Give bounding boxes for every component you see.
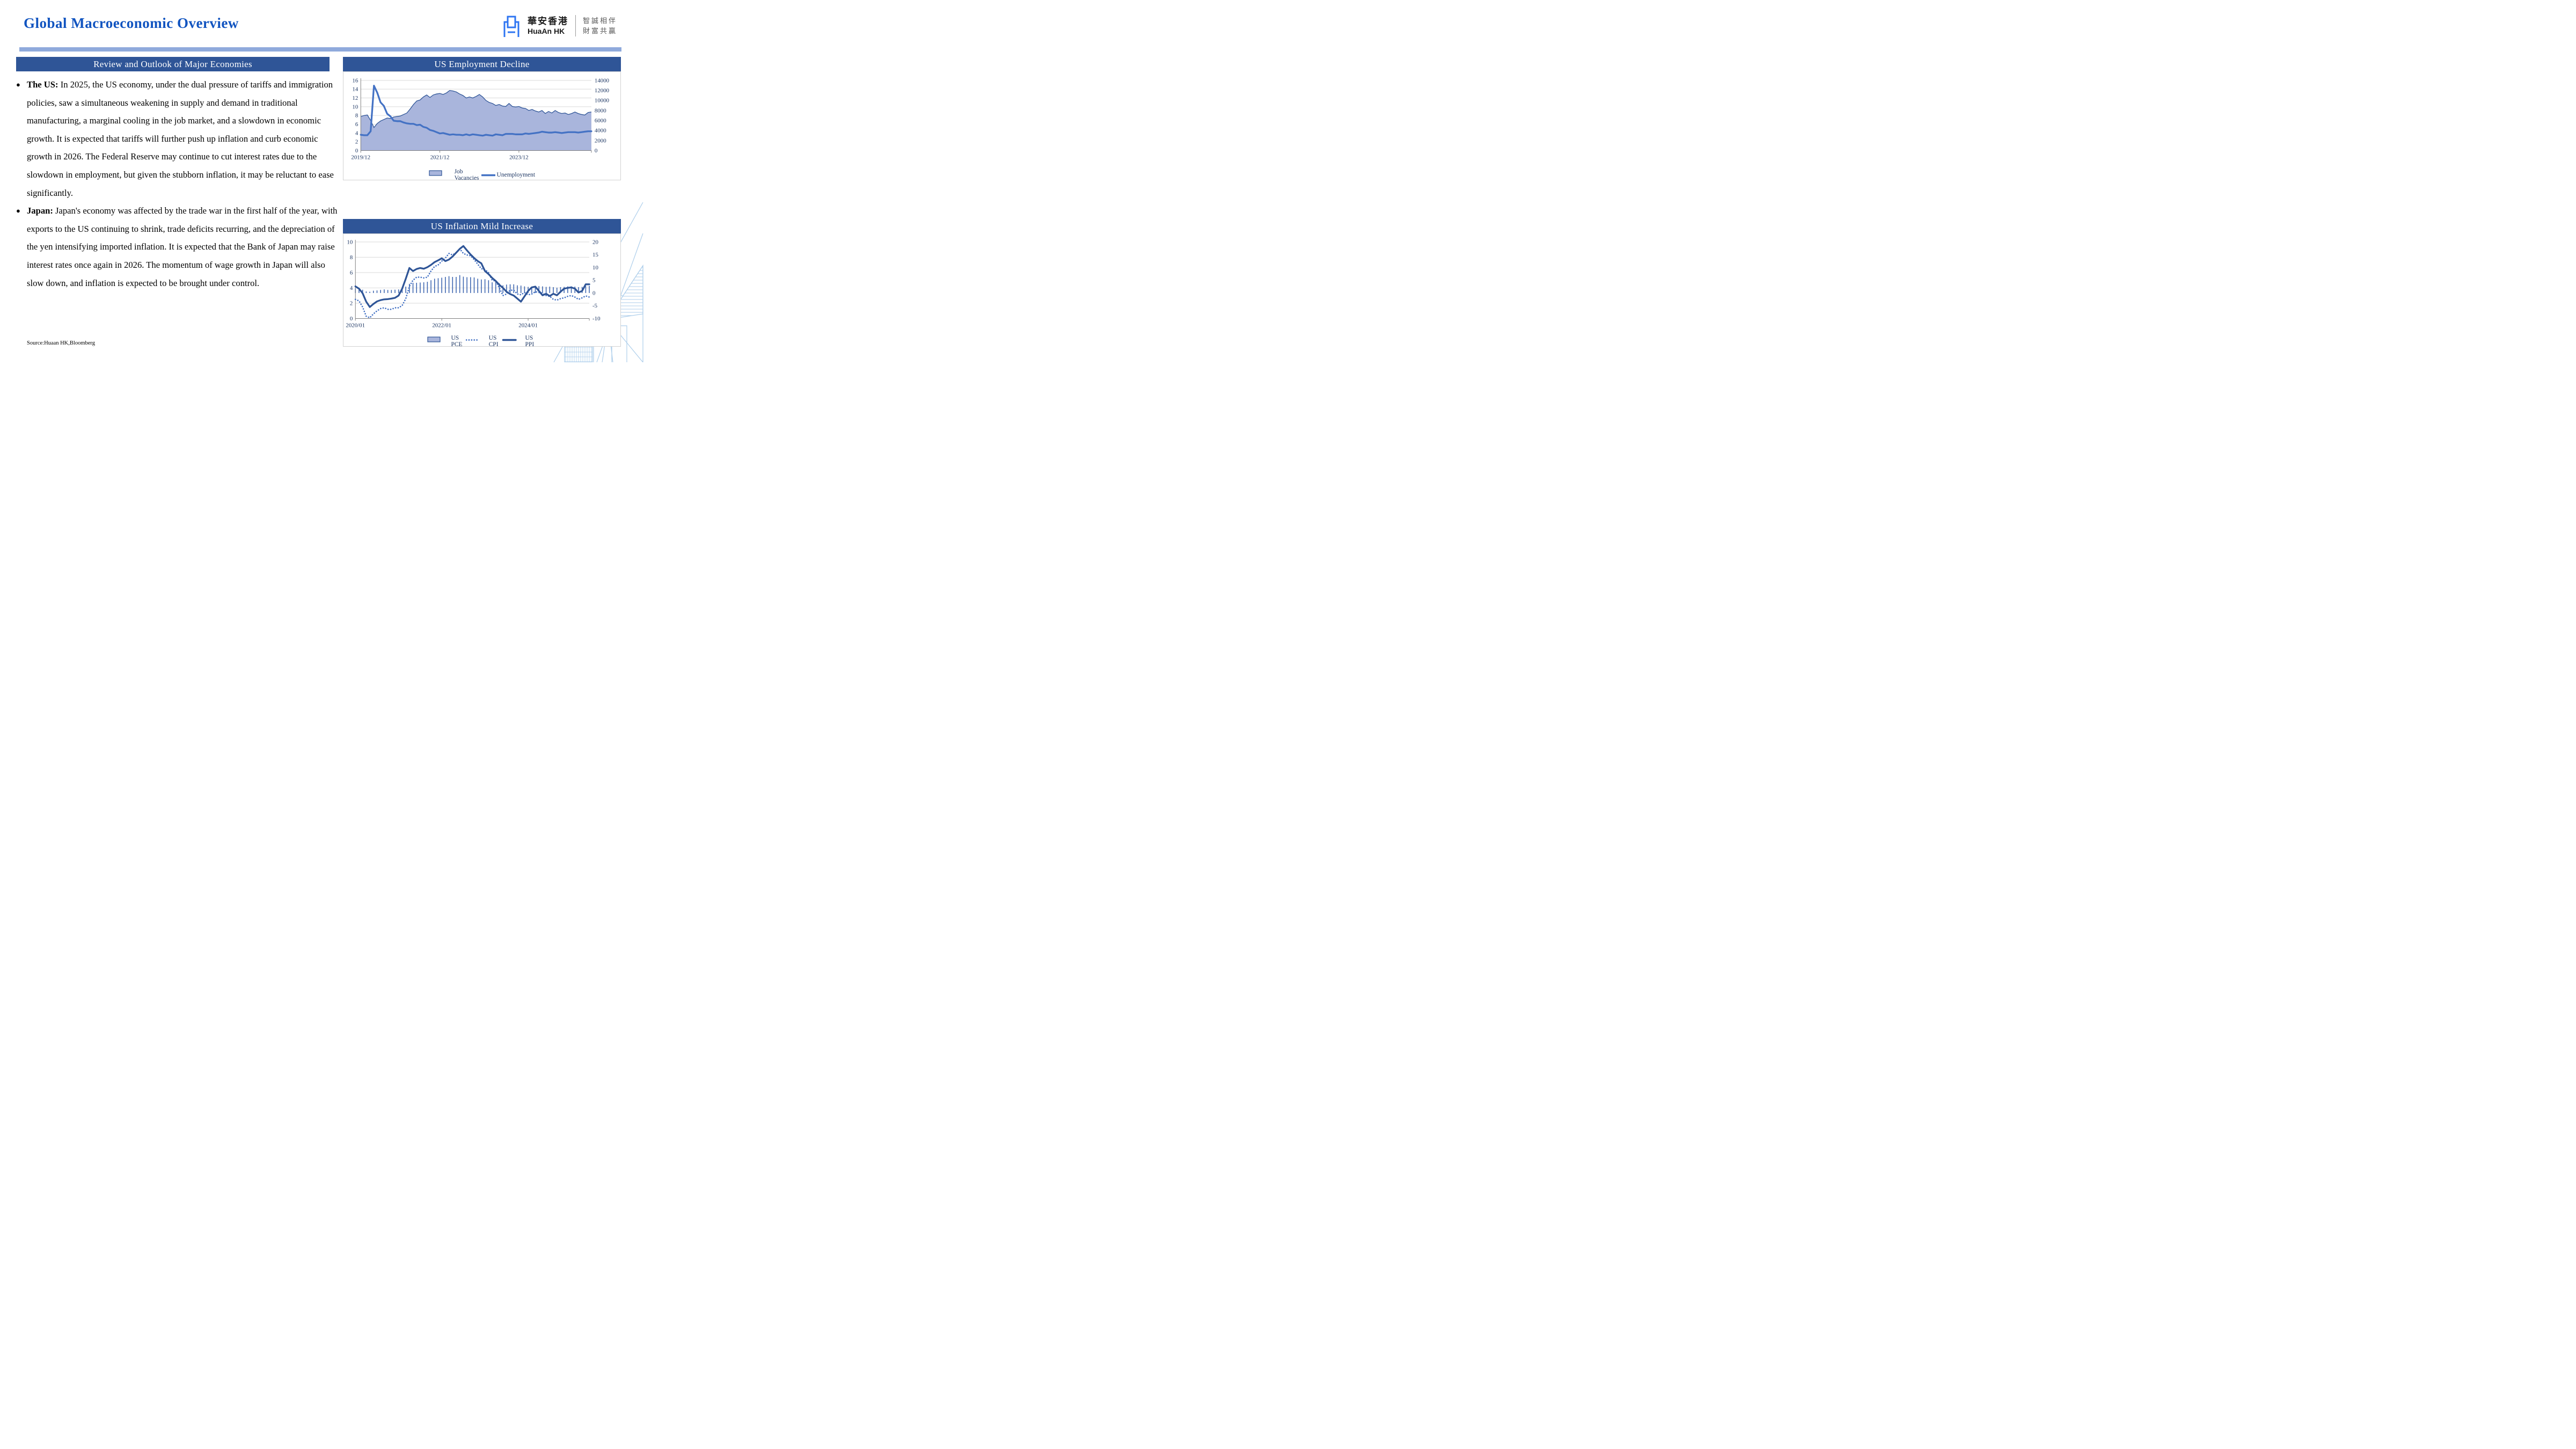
left-section-header: Review and Outlook of Major Economies bbox=[16, 57, 330, 71]
svg-text:0: 0 bbox=[592, 290, 596, 296]
legend-swatch-line bbox=[481, 174, 495, 176]
svg-text:-5: -5 bbox=[592, 303, 598, 309]
employment-chart-block: US Employment Decline 0 2 4 6 8 10 12 14 16 0 2000… bbox=[343, 57, 621, 181]
svg-text:14: 14 bbox=[352, 86, 358, 93]
svg-text:8000: 8000 bbox=[595, 107, 606, 114]
legend-swatch-line bbox=[465, 339, 480, 341]
page-title: Global Macroeconomic Overview bbox=[24, 15, 239, 31]
svg-text:16: 16 bbox=[352, 77, 358, 84]
svg-text:4: 4 bbox=[350, 285, 353, 291]
svg-text:6: 6 bbox=[355, 121, 358, 128]
svg-text:4000: 4000 bbox=[595, 128, 606, 134]
svg-text:5: 5 bbox=[592, 277, 596, 284]
svg-text:12: 12 bbox=[352, 95, 358, 101]
svg-text:0: 0 bbox=[595, 148, 598, 154]
inflation-chart-canvas: 0 2 4 6 8 10 -10 -5 0 5 10 15 20 2020/01 2022/01 2024/0… bbox=[346, 239, 601, 328]
svg-text:14000: 14000 bbox=[595, 77, 610, 84]
employment-chart-title: US Employment Decline bbox=[343, 57, 621, 71]
inflation-chart-block: US Inflation Mild Increase 0 2 4 6 8 10 -10 -5 0… bbox=[343, 219, 621, 348]
company-logo: 華安香港 HuaAn HK 智誠相伴 財富共贏 bbox=[500, 14, 617, 38]
svg-text:20: 20 bbox=[592, 239, 598, 245]
svg-text:0: 0 bbox=[355, 148, 358, 154]
svg-text:15: 15 bbox=[592, 252, 598, 258]
legend-label: US PCE bbox=[451, 335, 463, 348]
svg-text:2022/01: 2022/01 bbox=[432, 322, 451, 328]
source-note: Source:Huaan HK,Bloomberg bbox=[27, 340, 95, 346]
svg-text:2000: 2000 bbox=[595, 137, 606, 144]
employment-chart-legend: Job Vacancies Unemployment bbox=[343, 169, 620, 181]
legend-item: US CPI bbox=[465, 335, 500, 348]
logo-divider bbox=[575, 15, 576, 36]
inflation-chart-title: US Inflation Mild Increase bbox=[343, 219, 621, 233]
legend-item: Job Vacancies bbox=[429, 169, 479, 181]
svg-text:2: 2 bbox=[355, 139, 358, 145]
huaan-logo-icon bbox=[503, 16, 519, 37]
svg-text:2: 2 bbox=[350, 300, 353, 306]
employment-chart-panel: 0 2 4 6 8 10 12 14 16 0 2000 4000 6000 8000 10000 12000… bbox=[343, 71, 621, 181]
employment-chart-canvas: 0 2 4 6 8 10 12 14 16 0 2000 4000 6000 8000 10000 12000… bbox=[351, 77, 610, 160]
brand-name-en: HuaAn HK bbox=[528, 26, 565, 35]
brand-name-cn: 華安香港 bbox=[528, 16, 568, 27]
svg-text:2024/01: 2024/01 bbox=[518, 322, 538, 328]
svg-text:8: 8 bbox=[350, 254, 353, 261]
svg-text:2023/12: 2023/12 bbox=[509, 154, 529, 160]
bullet-list: ● The US: In 2025, the US economy, under… bbox=[16, 76, 340, 292]
legend-swatch-box bbox=[429, 170, 442, 176]
svg-text:10000: 10000 bbox=[595, 98, 610, 104]
legend-label: Unemployment bbox=[496, 172, 536, 178]
slogan-line-1: 智誠相伴 bbox=[583, 16, 618, 25]
legend-item: Unemployment bbox=[481, 172, 536, 178]
svg-text:-10: -10 bbox=[592, 316, 601, 322]
bullet-icon: ● bbox=[16, 80, 20, 89]
svg-text:4: 4 bbox=[355, 130, 358, 136]
legend-swatch-box bbox=[427, 336, 441, 342]
brand-slogan: 智誠相伴 財富共贏 bbox=[583, 16, 617, 36]
bullet-item-us: ● The US: In 2025, the US economy, under… bbox=[16, 76, 340, 202]
bullet-label: The US: bbox=[27, 79, 58, 90]
svg-text:10: 10 bbox=[347, 239, 353, 245]
legend-swatch-line bbox=[502, 339, 517, 341]
svg-text:10: 10 bbox=[592, 265, 598, 271]
svg-text:2021/12: 2021/12 bbox=[430, 154, 450, 160]
inflation-chart-panel: 0 2 4 6 8 10 -10 -5 0 5 10 15 20 2020/01 2022/01 2024/0… bbox=[343, 233, 621, 348]
legend-item: US PCE bbox=[427, 335, 464, 348]
title-underline-bar bbox=[19, 47, 621, 52]
inflation-chart-legend: US PCE US CPI US PPI bbox=[343, 335, 620, 348]
svg-text:10: 10 bbox=[352, 104, 358, 110]
brand-text: 華安香港 HuaAn HK bbox=[528, 16, 568, 35]
svg-text:6: 6 bbox=[350, 269, 353, 276]
svg-text:2019/12: 2019/12 bbox=[351, 154, 370, 160]
svg-text:0: 0 bbox=[350, 316, 353, 322]
slide: Global Macroeconomic Overview 華安香港 HuaAn… bbox=[0, 0, 644, 362]
svg-text:6000: 6000 bbox=[595, 118, 606, 124]
bullet-label: Japan: bbox=[27, 206, 53, 216]
slogan-line-2: 財富共贏 bbox=[583, 27, 618, 35]
svg-text:12000: 12000 bbox=[595, 87, 610, 94]
bullet-text: Japan's economy was affected by the trad… bbox=[27, 206, 338, 288]
bullet-icon: ● bbox=[16, 207, 20, 215]
bullet-item-japan: ● Japan: Japan's economy was affected by… bbox=[16, 202, 340, 292]
bullet-text: In 2025, the US economy, under the dual … bbox=[27, 79, 334, 198]
legend-label: Job Vacancies bbox=[454, 169, 479, 181]
legend-label: US CPI bbox=[488, 335, 499, 348]
legend-label: US PPI bbox=[525, 335, 535, 348]
svg-text:8: 8 bbox=[355, 113, 358, 119]
legend-item: US PPI bbox=[502, 335, 536, 348]
svg-text:2020/01: 2020/01 bbox=[346, 322, 365, 328]
